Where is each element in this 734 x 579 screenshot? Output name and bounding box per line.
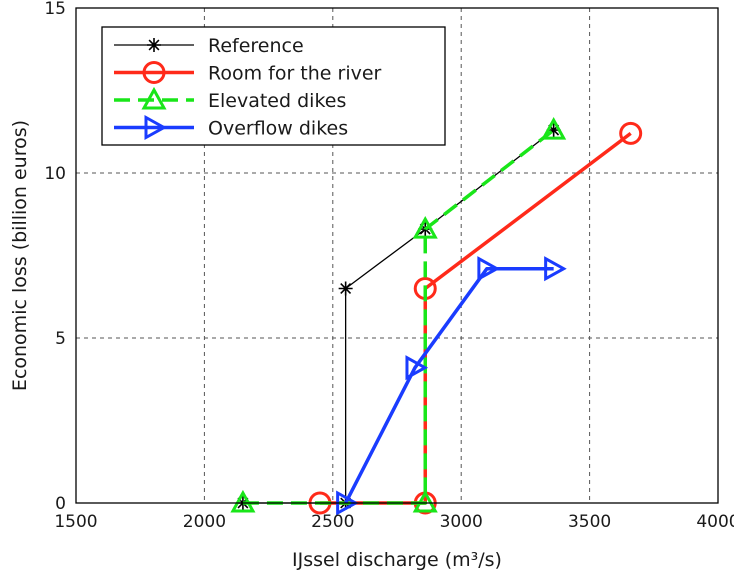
series-2: [230, 117, 567, 513]
series-line: [242, 129, 555, 504]
series-line: [319, 132, 632, 505]
data-point: [230, 489, 256, 513]
y-axis-label: Economic loss (billion euros): [9, 120, 31, 391]
legend-marker: [142, 61, 166, 84]
data-point: [477, 256, 500, 282]
data-point: [619, 121, 643, 145]
legend-entry: Elevated dikes: [114, 86, 346, 112]
y-tick-label: 10: [44, 164, 66, 184]
legend-marker: [141, 86, 167, 110]
legend-label: Elevated dikes: [208, 90, 346, 112]
x-tick-label: 2500: [311, 512, 354, 532]
legend-label: Reference: [208, 35, 304, 57]
data-point: [405, 355, 429, 381]
series-0: [235, 123, 561, 510]
x-tick-label: 1500: [54, 512, 97, 532]
legend-entry: Overflow dikes: [114, 114, 348, 141]
data-point: [541, 117, 567, 140]
data-point: [338, 281, 353, 296]
y-tick-label: 5: [55, 329, 66, 349]
data-point: [412, 216, 438, 239]
x-axis-label: IJssel discharge (m³/s): [292, 549, 502, 571]
y-tick-label: 15: [44, 0, 66, 19]
legend-entry: Reference: [114, 35, 304, 57]
data-point: [544, 256, 567, 282]
x-tick-label: 3000: [440, 512, 483, 532]
x-tick-label: 2000: [183, 512, 226, 532]
legend-entry: Room for the river: [114, 61, 382, 85]
series-1: [308, 121, 643, 515]
legend-label: Overflow dikes: [208, 118, 348, 140]
legend-marker: [147, 38, 161, 52]
x-tick-label: 3500: [568, 512, 611, 532]
series-layer: [230, 117, 643, 516]
series-3: [336, 256, 567, 516]
data-point: [546, 123, 561, 138]
legend-label: Room for the river: [208, 63, 382, 85]
series-line: [344, 266, 554, 504]
y-tick-label: 0: [55, 494, 66, 514]
series-line: [242, 128, 555, 505]
legend-marker: [144, 114, 168, 141]
legend: Reference Room for the river Elevated dike…: [101, 26, 446, 146]
data-point: [412, 489, 438, 513]
plot-frame: [75, 7, 719, 504]
